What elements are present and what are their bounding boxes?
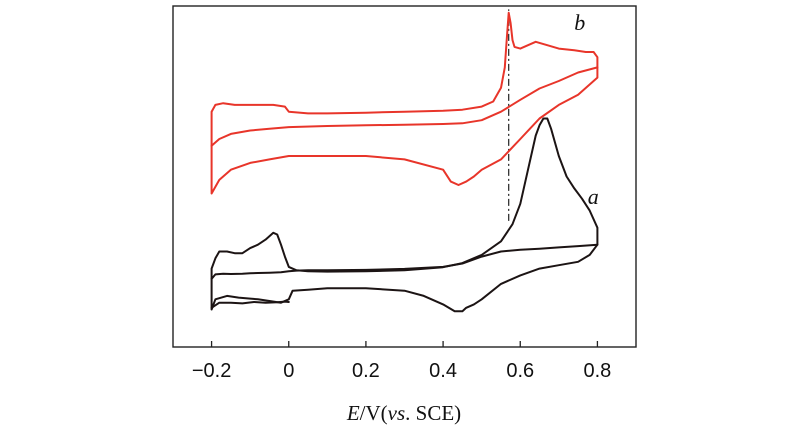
x-tick-label: 0.2 <box>352 360 380 382</box>
x-tick-label: 0 <box>283 360 294 382</box>
curve-label-a: a <box>588 184 599 209</box>
curve-a-extra <box>210 300 290 309</box>
x-tick-layer: −0.2 0 0.2 0.4 0.6 0.8 <box>192 341 611 382</box>
curve-b-inner <box>210 66 599 147</box>
x-axis-title-unit: /V( <box>360 401 388 425</box>
x-tick-label: 0.4 <box>429 360 457 382</box>
series-layer <box>210 11 599 313</box>
x-tick-label: 0.6 <box>506 360 534 382</box>
curve-a-outer <box>210 117 599 313</box>
curve-b-outer <box>210 11 599 195</box>
x-axis-title-vs: vs <box>388 401 406 425</box>
x-tick-label: −0.2 <box>192 360 231 382</box>
curve-label-layer: ba <box>574 10 599 209</box>
x-axis-title: E/V(vs. SCE) <box>346 401 461 425</box>
x-tick-label: 0.8 <box>584 360 612 382</box>
x-axis-title-ref: . SCE) <box>405 401 461 425</box>
curve-label-b: b <box>574 10 585 35</box>
curve-a-inner <box>210 243 599 280</box>
x-axis-title-symbol: E <box>346 401 360 425</box>
plot-frame <box>172 5 637 348</box>
